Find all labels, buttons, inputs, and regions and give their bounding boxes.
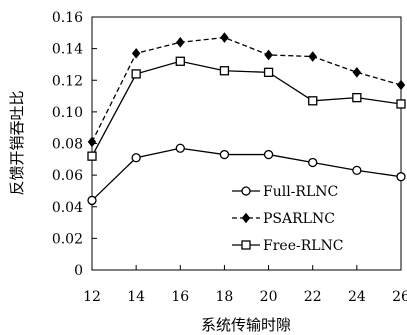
- y-tick-label: 0.08: [52, 137, 83, 153]
- x-axis-title: 系统传输时隙: [201, 316, 291, 334]
- series-line: [91, 36, 402, 143]
- legend-label: Free-RLNC: [263, 238, 344, 254]
- data-point: [264, 49, 273, 61]
- data-point: [396, 99, 406, 109]
- x-tick-label: 16: [171, 289, 189, 305]
- series-layer: [87, 32, 406, 206]
- x-tick-label: 22: [304, 289, 322, 305]
- x-axis: 12 14 16 18 20 22 24 26: [83, 265, 407, 305]
- y-tick-label: 0: [74, 263, 83, 279]
- data-point: [263, 67, 274, 77]
- legend-label: PSARLNC: [263, 211, 335, 227]
- y-tick-label: 0.06: [52, 168, 83, 184]
- x-tick-label: 26: [392, 289, 407, 305]
- data-point: [308, 157, 318, 168]
- series-0: [87, 143, 406, 206]
- data-point: [352, 165, 362, 176]
- y-tick-label: 0.02: [52, 231, 83, 247]
- data-point: [176, 36, 185, 48]
- data-point: [219, 149, 230, 160]
- data-point: [87, 195, 97, 206]
- legend-marker: [241, 240, 251, 250]
- legend-label: Full-RLNC: [263, 184, 338, 200]
- data-point: [352, 92, 362, 103]
- data-point: [308, 96, 318, 106]
- data-point: [131, 153, 141, 163]
- data-point: [263, 149, 274, 160]
- data-point: [396, 79, 406, 91]
- y-tick-label: 0.10: [52, 105, 83, 121]
- data-point: [131, 48, 141, 59]
- legend-marker: [241, 212, 251, 224]
- series-line: [91, 147, 402, 201]
- y-axis: 0 0.02 0.04 0.06 0.08 0.10 0.12 0.14 0.16: [52, 10, 97, 279]
- x-tick-label: 20: [260, 289, 278, 305]
- data-point: [131, 69, 141, 79]
- data-point: [352, 67, 362, 78]
- x-tick-label: 18: [216, 289, 234, 305]
- data-point: [396, 172, 406, 182]
- data-point: [219, 66, 230, 76]
- data-point: [220, 32, 229, 43]
- data-point: [308, 51, 317, 62]
- series-1: [87, 32, 406, 148]
- y-tick-label: 0.12: [52, 73, 83, 89]
- x-tick-label: 14: [127, 289, 145, 305]
- data-point: [175, 143, 185, 153]
- y-axis-title: 反馈开销吞吐比: [8, 90, 26, 195]
- data-point: [175, 56, 185, 66]
- series-2: [87, 56, 406, 161]
- legend: Full-RLNC PSARLNC Free-RLNC: [232, 184, 344, 254]
- series-line: [91, 60, 402, 157]
- y-tick-label: 0.14: [52, 42, 83, 58]
- x-tick-label: 24: [348, 289, 366, 305]
- data-point: [87, 136, 97, 148]
- x-tick-label: 12: [83, 289, 101, 305]
- data-point: [87, 151, 97, 161]
- y-tick-label: 0.16: [52, 10, 83, 26]
- legend-marker: [241, 186, 251, 196]
- y-tick-label: 0.04: [52, 200, 83, 216]
